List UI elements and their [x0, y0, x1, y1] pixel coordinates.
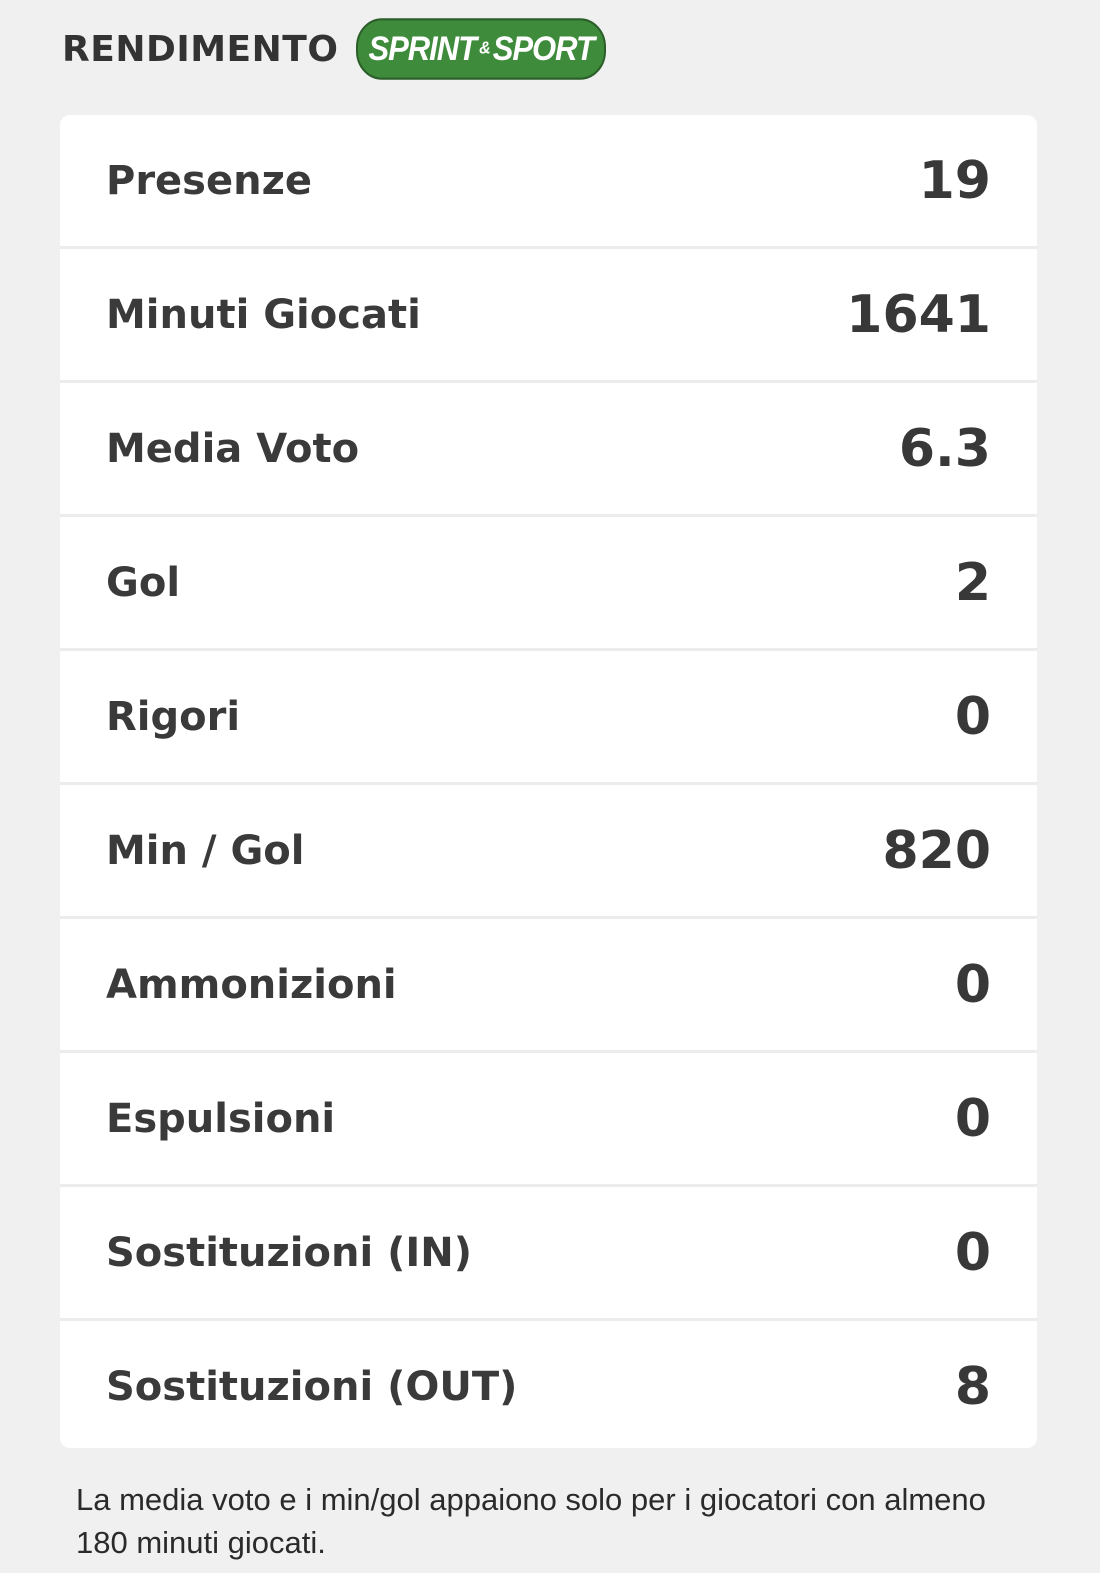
stat-value: 19: [918, 150, 991, 211]
footnote: La media voto e i min/gol appaiono solo …: [76, 1482, 986, 1560]
sprint-sport-logo: SPRINT & SPORT: [356, 18, 606, 80]
stat-label: Minuti Giocati: [106, 291, 421, 338]
stat-value: 1641: [846, 284, 991, 345]
stat-label: Min / Gol: [106, 827, 305, 874]
stat-value: 0: [954, 1088, 991, 1149]
stat-label: Gol: [106, 559, 181, 606]
stat-row: Gol 2: [60, 517, 1037, 651]
stat-value: 0: [954, 686, 991, 747]
stat-row: Minuti Giocati 1641: [60, 249, 1037, 383]
stat-row: Presenze 19: [60, 115, 1037, 249]
stat-row: Media Voto 6.3: [60, 383, 1037, 517]
stat-label: Espulsioni: [106, 1095, 336, 1142]
stat-row: Sostituzioni (OUT) 8: [60, 1321, 1037, 1448]
stat-label: Media Voto: [106, 425, 360, 472]
stats-card: Presenze 19 Minuti Giocati 1641 Media Voto 6.…: [60, 115, 1037, 1448]
section-title: RENDIMENTO: [62, 28, 339, 70]
stat-value: 6.3: [898, 418, 991, 479]
stat-label: Presenze: [106, 157, 312, 204]
stat-row: Espulsioni 0: [60, 1053, 1037, 1187]
stat-value: 2: [954, 552, 991, 613]
stat-label: Ammonizioni: [106, 961, 397, 1008]
section-header: RENDIMENTO SPRINT & SPORT: [62, 18, 606, 80]
stat-row: Rigori 0: [60, 651, 1037, 785]
stat-value: 8: [954, 1356, 991, 1417]
stat-row: Sostituzioni (IN) 0: [60, 1187, 1037, 1321]
stat-label: Sostituzioni (IN): [106, 1229, 473, 1276]
stat-value: 820: [882, 820, 991, 881]
stat-label: Sostituzioni (OUT): [106, 1363, 518, 1410]
stat-value: 0: [954, 954, 991, 1015]
stat-label: Rigori: [106, 693, 241, 740]
stat-row: Ammonizioni 0: [60, 919, 1037, 1053]
stat-row: Min / Gol 820: [60, 785, 1037, 919]
stat-value: 0: [954, 1222, 991, 1283]
